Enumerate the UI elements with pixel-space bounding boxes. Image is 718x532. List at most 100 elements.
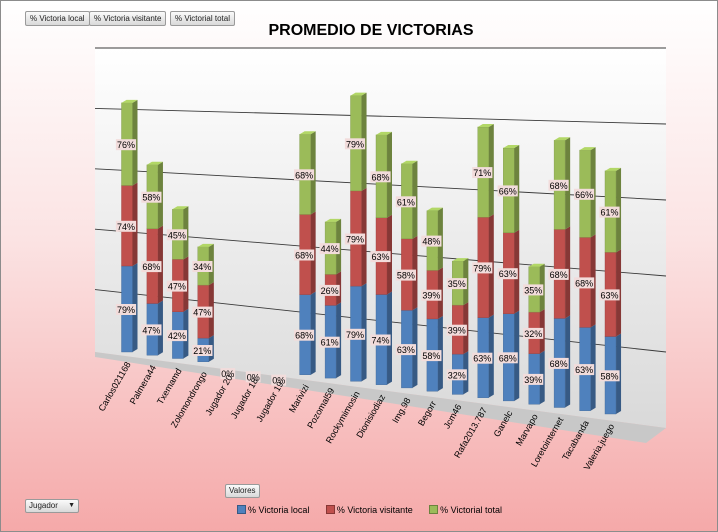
data-label: 68% <box>371 172 389 182</box>
data-label-bg <box>395 196 416 208</box>
data-label: 35% <box>524 285 542 295</box>
x-tick-label: Txemamd <box>155 367 184 407</box>
data-label-bg <box>395 269 416 281</box>
bar-top-cap <box>376 131 392 135</box>
data-label-bg <box>497 352 518 364</box>
data-label: 39% <box>524 375 542 385</box>
data-label-bg <box>574 188 595 200</box>
data-label-bg <box>472 167 493 179</box>
data-label: 58% <box>600 371 618 381</box>
legend-item-total: % Victorial total <box>429 505 502 515</box>
data-label: 76% <box>117 140 135 150</box>
data-label-bg <box>497 185 518 197</box>
bar-top-cap <box>426 207 443 211</box>
bar-top-cap <box>121 99 138 103</box>
data-label-bg <box>523 327 544 339</box>
bar-top-cap <box>299 131 316 135</box>
legend-swatch-local <box>237 505 246 514</box>
data-label-bg <box>548 357 569 369</box>
jugador-filter-label: Jugador <box>29 501 58 510</box>
values-field-button[interactable]: Valores <box>225 484 260 498</box>
data-label: 74% <box>371 336 389 346</box>
bar-top-cap <box>197 243 214 247</box>
bar-top-cap <box>146 161 163 165</box>
data-label-bg <box>370 171 391 183</box>
data-label: 47% <box>142 325 160 335</box>
data-label: 44% <box>321 244 339 254</box>
data-label: 61% <box>397 197 415 207</box>
data-label-bg <box>421 235 442 247</box>
data-label-bg <box>220 368 236 380</box>
data-label: 79% <box>346 235 364 245</box>
data-label: 32% <box>448 370 466 380</box>
data-label-bg <box>472 352 493 364</box>
data-label-bg <box>472 262 493 274</box>
data-label-bg <box>370 334 391 346</box>
data-label-bg <box>141 191 162 203</box>
data-label: 45% <box>168 230 186 240</box>
data-label: 58% <box>422 351 440 361</box>
jugador-filter-dropdown[interactable]: Jugador ▼ <box>25 499 79 513</box>
data-label-bg <box>370 251 391 263</box>
data-label: 63% <box>371 252 389 262</box>
data-label: 61% <box>600 208 618 218</box>
data-label: 61% <box>321 338 339 348</box>
gridline <box>94 107 667 125</box>
data-label: 63% <box>473 354 491 364</box>
data-label-bg <box>245 371 261 383</box>
data-label: 74% <box>117 222 135 232</box>
data-label-bg <box>344 138 366 150</box>
data-label: 39% <box>448 326 466 336</box>
data-label: 35% <box>448 279 466 289</box>
data-label-bg <box>294 329 315 341</box>
data-label-bg <box>192 345 213 356</box>
data-label-bg <box>319 336 340 348</box>
bar-top-cap <box>172 206 189 210</box>
field-button-victoria-total[interactable]: % Victorial total <box>170 11 235 26</box>
data-label: 68% <box>550 359 568 369</box>
data-label-bg <box>115 304 137 315</box>
x-tick-label: Carlos021168 <box>96 360 132 413</box>
data-label-bg <box>294 169 315 181</box>
data-label: 26% <box>321 286 339 296</box>
x-tick-label: Pozomal59 <box>305 386 336 430</box>
data-label: 39% <box>422 291 440 301</box>
legend: % Victoria local % Victoria visitante % … <box>237 500 514 515</box>
field-button-victoria-visitante[interactable]: % Victoria visitante <box>89 11 167 26</box>
bar-top-cap <box>452 258 469 262</box>
data-label: 68% <box>295 170 313 180</box>
data-label-bg <box>574 277 595 289</box>
data-label-bg <box>523 373 544 385</box>
legend-swatch-visitante <box>325 505 335 514</box>
data-label-bg <box>115 139 137 151</box>
x-tick-label: Jugador 18 <box>229 376 260 420</box>
data-label: 42% <box>168 331 186 341</box>
data-label-bg <box>319 243 340 255</box>
data-label-bg <box>271 374 287 386</box>
data-label-bg <box>141 324 162 336</box>
data-label-bg <box>344 233 366 245</box>
data-label: 63% <box>499 269 517 279</box>
data-label: 66% <box>575 190 593 200</box>
data-label: 0% <box>221 369 234 379</box>
data-label: 58% <box>142 193 160 203</box>
data-label-bg <box>523 284 544 296</box>
data-label: 71% <box>473 168 491 178</box>
data-label: 79% <box>346 330 364 340</box>
data-label: 63% <box>397 345 415 355</box>
data-label: 34% <box>193 262 211 272</box>
chart-floor <box>95 352 666 443</box>
dropdown-arrow-icon: ▼ <box>68 502 75 509</box>
legend-item-local: % Victoria local <box>237 505 309 515</box>
bar-top-cap <box>350 92 367 96</box>
data-label: 66% <box>499 186 517 196</box>
data-label-bg <box>599 289 620 301</box>
data-label: 63% <box>575 365 593 375</box>
data-label: 48% <box>422 237 440 247</box>
data-label-bg <box>548 268 569 280</box>
data-label: 79% <box>117 305 135 315</box>
data-label-bg <box>497 268 518 280</box>
bar-top-cap <box>503 145 520 149</box>
data-label-bg <box>574 364 595 376</box>
